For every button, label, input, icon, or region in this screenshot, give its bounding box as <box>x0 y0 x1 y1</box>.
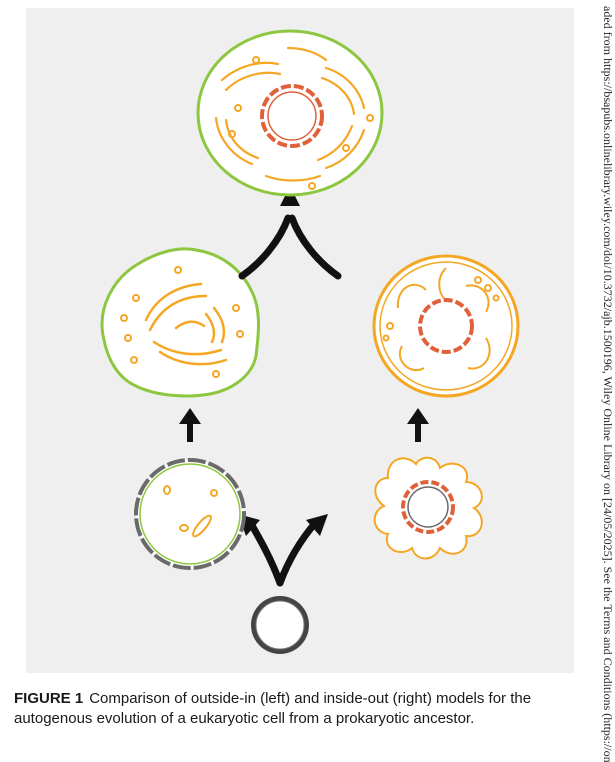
left-middle-cell <box>100 247 260 398</box>
right-early-cell <box>373 456 483 560</box>
eukaryotic-cell <box>196 29 384 197</box>
figure-caption: FIGURE 1 Comparison of outside-in (left) … <box>14 689 574 729</box>
ancestor-cell <box>251 596 309 654</box>
left-early-cell <box>134 458 246 570</box>
figure-diagram <box>100 29 520 654</box>
branch-arrows-bottom <box>238 514 328 587</box>
right-middle-cell <box>372 254 520 398</box>
download-side-note: aded from https://bsapubs.onlinelibrary.… <box>598 6 615 762</box>
figure-panel <box>26 8 574 673</box>
right-up-arrow <box>407 408 429 442</box>
side-note-text: aded from https://bsapubs.onlinelibrary.… <box>601 6 615 762</box>
figure-label: FIGURE 1 <box>14 690 84 707</box>
branch-arrows-top <box>238 186 342 280</box>
left-up-arrow <box>179 408 201 442</box>
figure-caption-text: Comparison of outside-in (left) and insi… <box>14 690 532 727</box>
